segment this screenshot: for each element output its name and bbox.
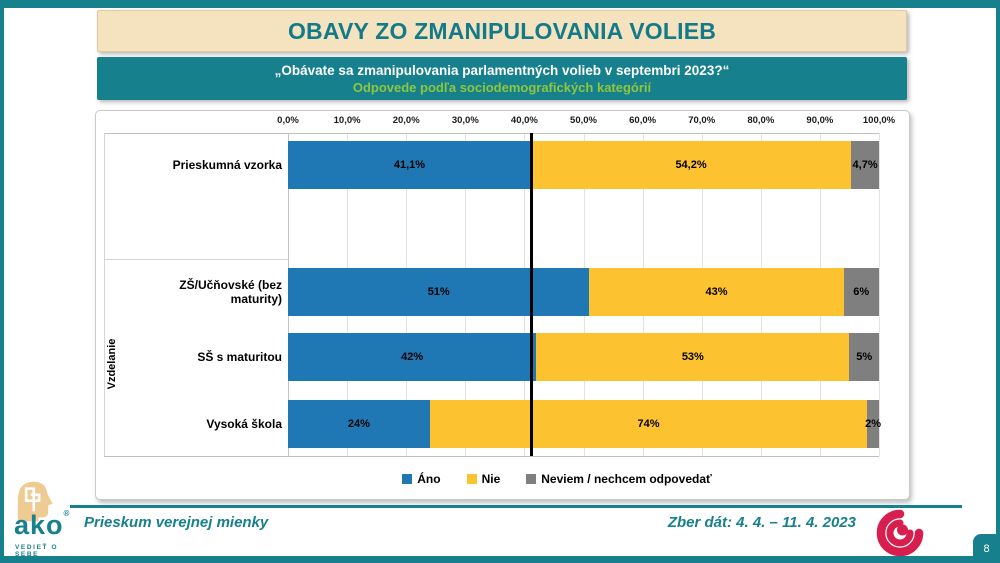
legend-item: Áno [402,472,441,486]
frame-left-strip [0,0,4,563]
x-axis-tick-label: 90,0% [806,115,834,126]
x-axis-tick-label: 40,0% [510,115,538,126]
spiral-logo-icon [876,509,924,557]
legend-label: Nie [481,472,501,486]
bar-segment-neviem-nechcem-odpoveda-: 2% [865,400,882,448]
x-axis-tick-label: 80,0% [747,115,775,126]
group-separator-line [104,259,288,260]
category-label: SŠ s maturitou [197,350,282,364]
bar-segment-nie: 54,2% [530,141,852,189]
ako-tagline: VEDIEŤ O SEBE [15,544,59,558]
chart-legend: Áno Nie Neviem / nechcem odpovedať [207,469,907,489]
ako-logo: ako® VEDIEŤ O SEBE [10,478,80,558]
ako-wordmark: ako® [14,509,71,540]
category-label: ZŠ/Učňovské (bez maturity) [179,278,282,306]
x-axis-tick-label: 30,0% [451,115,479,126]
reference-line [529,133,533,456]
bar-segment--no: 51% [288,268,590,316]
category-label: Prieskumná vzorka [172,158,282,172]
bar-segment--no: 41,1% [288,141,531,189]
bar-row: 24% 74% 2% [288,400,882,448]
bar-value-label: 43% [705,286,728,298]
x-axis-tick-label: 0,0% [277,115,299,126]
bar-segment-neviem-nechcem-odpoveda-: 5% [849,333,879,381]
bar-value-label: 51% [427,286,450,298]
bar-row: 51% 43% 6% [288,268,879,316]
bar-value-label: 53% [681,351,704,363]
slide-title: OBAVY ZO ZMANIPULOVANIA VOLIEB [287,17,717,44]
x-axis-tick-label: 100,0% [862,115,896,126]
ako-head-icon [17,481,53,522]
bar-segment-neviem-nechcem-odpoveda-: 6% [843,268,879,316]
bar-value-label: 74% [637,418,660,430]
bar-value-label: 4,7% [852,159,878,171]
x-axis-tick-label: 20,0% [392,115,420,126]
bar-value-label: 54,2% [675,159,707,171]
frame-bottom-strip [0,556,1000,563]
survey-question: „Obávate sa zmanipulovania parlamentných… [274,62,730,78]
gridline [879,133,880,456]
page-number: 8 [983,542,990,555]
x-axis-tick-label: 50,0% [570,115,597,126]
bar-segment--no: 42% [288,333,537,381]
legend-item: Neviem / nechcem odpovedať [526,472,712,486]
footer-survey-type: Prieskum verejnej mienky [84,514,269,531]
bar-row: 41,1% 54,2% 4,7% [288,141,879,189]
legend-label: Áno [417,472,441,486]
legend-swatch-icon [526,474,537,484]
survey-subtitle: Odpovede podľa sociodemografických kateg… [352,79,652,95]
bar-value-label: 41,1% [393,159,426,171]
bar-segment--no: 24% [288,400,430,448]
bar-segment-neviem-nechcem-odpoveda-: 4,7% [851,141,879,189]
question-banner: „Obávate sa zmanipulovania parlamentných… [97,57,907,100]
category-label: Vysoká škola [206,417,282,431]
slide-title-banner: OBAVY ZO ZMANIPULOVANIA VOLIEB [97,10,907,52]
bar-value-label: 6% [853,286,870,298]
footer-divider [70,505,962,508]
page-number-badge: 8 [973,534,1000,563]
x-axis-tick-label: 60,0% [629,115,657,126]
bar-value-label: 5% [856,351,873,363]
stacked-bar-chart: 0,0% 10,0% 20,0% 30,0% 40,0% 50,0% 60,0% 70,0% 8… [95,110,910,500]
bar-segment-nie: 53% [536,333,850,381]
bar-segment-nie: 43% [589,268,844,316]
bar-row: 42% 53% 5% [288,333,879,381]
legend-swatch-icon [402,474,413,484]
bar-value-label: 24% [347,418,370,430]
axis-line [104,456,879,457]
frame-top-strip [0,0,1000,8]
legend-label: Neviem / nechcem odpovedať [541,472,712,486]
footer-collection-dates: Zber dát: 4. 4. – 11. 4. 2023 [667,514,856,531]
frame-right-strip [996,0,1000,563]
legend-item: Nie [466,472,501,486]
x-axis-tick-label: 70,0% [688,115,716,126]
axis-line [104,133,879,134]
legend-swatch-icon [466,474,477,484]
category-gutter-line [104,133,105,456]
bar-value-label: 42% [401,351,424,363]
x-axis-tick-label: 10,0% [333,115,361,126]
bar-segment-nie: 74% [429,400,868,448]
axis-group-label: Vzdelanie [106,338,118,390]
bar-value-label: 2% [865,418,882,430]
